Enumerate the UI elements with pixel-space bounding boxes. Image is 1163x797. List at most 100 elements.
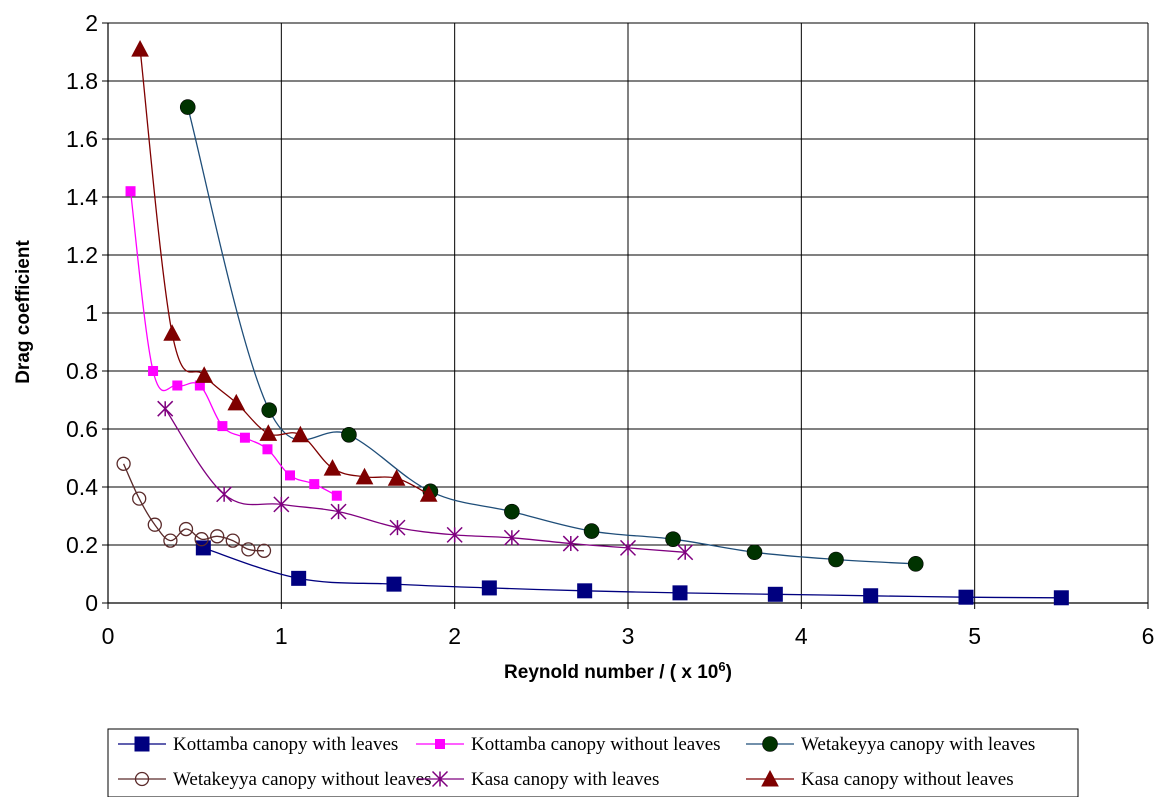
data-point: [163, 324, 181, 341]
legend-marker: [761, 769, 779, 787]
series-group: [179, 99, 924, 572]
legend-box: [107, 728, 1079, 797]
data-point: [323, 459, 342, 476]
legend: Kottamba canopy with leaves Kottamba cano…: [118, 734, 1035, 790]
series-group: [116, 456, 272, 558]
legend-entry: Wetakeyya canopy without leaves: [118, 769, 432, 790]
gridlines: [108, 22, 1149, 603]
series-line: [203, 547, 1062, 599]
data-point: [503, 529, 520, 546]
data-point: [227, 393, 246, 411]
series-group: [131, 40, 438, 502]
data-point: [387, 469, 406, 486]
data-point: [147, 517, 162, 532]
data-point: [259, 424, 278, 441]
tick-labels: 0 0.2 0.4 0.6 0.8 1 1.2 1.4 1.6 1.8 2 0 1 2 3 4 5 6: [66, 10, 1154, 649]
data-point: [746, 544, 763, 561]
data-point: [195, 540, 211, 556]
data-point: [583, 523, 600, 539]
legend-label: Wetakeyya canopy without leaves: [173, 769, 432, 790]
legend-label: Kasa canopy with leaves: [471, 769, 659, 790]
data-point: [828, 551, 844, 568]
data-point: [619, 539, 637, 556]
series-line: [139, 49, 429, 495]
x-tick-label: 3: [622, 623, 635, 649]
series-group: [125, 186, 342, 501]
y-tick-label: 1.6: [66, 126, 98, 152]
legend-entry: Kottamba canopy without leaves: [416, 734, 721, 755]
data-point: [239, 432, 250, 443]
data-point: [958, 589, 974, 605]
legend-label: Kasa canopy without leaves: [801, 769, 1014, 790]
y-tick-label: 0.6: [66, 416, 98, 442]
data-point: [225, 533, 240, 548]
legend-entry: Kasa canopy without leaves: [746, 769, 1014, 790]
y-tick-label: 1.2: [66, 242, 98, 268]
y-tick-label: 0.4: [66, 474, 98, 500]
data-point: [216, 486, 233, 503]
data-point: [179, 99, 196, 115]
y-tick-label: 2: [85, 10, 98, 36]
data-point: [194, 532, 209, 547]
data-point: [446, 526, 463, 543]
legend-entry: Kottamba canopy with leaves: [118, 734, 398, 755]
legend-label: Wetakeyya canopy with leaves: [801, 734, 1035, 755]
data-point: [330, 503, 347, 520]
data-point: [217, 421, 228, 432]
series-line: [187, 106, 916, 565]
data-point: [291, 570, 307, 586]
y-tick-label: 1.4: [66, 184, 98, 210]
data-point: [125, 186, 136, 197]
data-point: [577, 583, 593, 599]
data-point: [273, 496, 290, 513]
data-point: [331, 490, 342, 501]
y-tick-label: 0.2: [66, 532, 98, 558]
data-point: [210, 529, 225, 544]
x-tick-label: 5: [968, 623, 981, 649]
data-point: [291, 425, 310, 443]
x-tick-label: 2: [448, 623, 461, 649]
y-axis-title: Drag coefficient: [13, 240, 34, 384]
data-point: [148, 366, 159, 376]
series-line: [164, 408, 686, 553]
x-axis-title-suffix: ): [726, 662, 732, 683]
data-point: [157, 400, 174, 417]
series-line: [129, 191, 338, 497]
data-point: [132, 491, 147, 506]
y-tick-label: 0.8: [66, 358, 98, 384]
x-axis-title: Reynold number / ( x 106): [504, 659, 732, 684]
legend-entry: Wetakeyya canopy with leaves: [746, 734, 1035, 755]
series-group: [195, 540, 1069, 606]
data-point: [1053, 590, 1069, 606]
data-point: [178, 521, 194, 537]
data-point: [562, 535, 579, 552]
legend-marker: [134, 771, 150, 787]
data-point: [262, 444, 273, 455]
data-point: [195, 366, 214, 383]
y-tick-label: 1: [85, 300, 98, 326]
x-tick-label: 0: [102, 623, 115, 649]
data-point: [163, 533, 178, 548]
x-axis-title-main: Reynold number / ( x 10: [504, 662, 718, 683]
data-point: [256, 543, 272, 558]
series-group: [157, 400, 694, 561]
y-tick-label: 1.8: [66, 68, 98, 94]
data-point: [261, 402, 278, 418]
data-point: [172, 380, 183, 391]
axes: [102, 22, 1149, 609]
legend-label: Kottamba canopy with leaves: [173, 734, 398, 755]
x-tick-label: 6: [1142, 623, 1155, 649]
data-point: [481, 580, 497, 596]
x-tick-label: 4: [795, 623, 808, 649]
data-point: [116, 456, 131, 471]
data-point: [767, 586, 783, 602]
data-point: [341, 426, 357, 443]
data-point: [672, 585, 688, 601]
data-point: [419, 485, 438, 502]
data-point: [863, 588, 879, 604]
legend-label: Kottamba canopy without leaves: [471, 734, 721, 755]
data-point: [355, 467, 374, 485]
x-tick-label: 1: [275, 623, 288, 649]
data-point: [309, 479, 320, 490]
